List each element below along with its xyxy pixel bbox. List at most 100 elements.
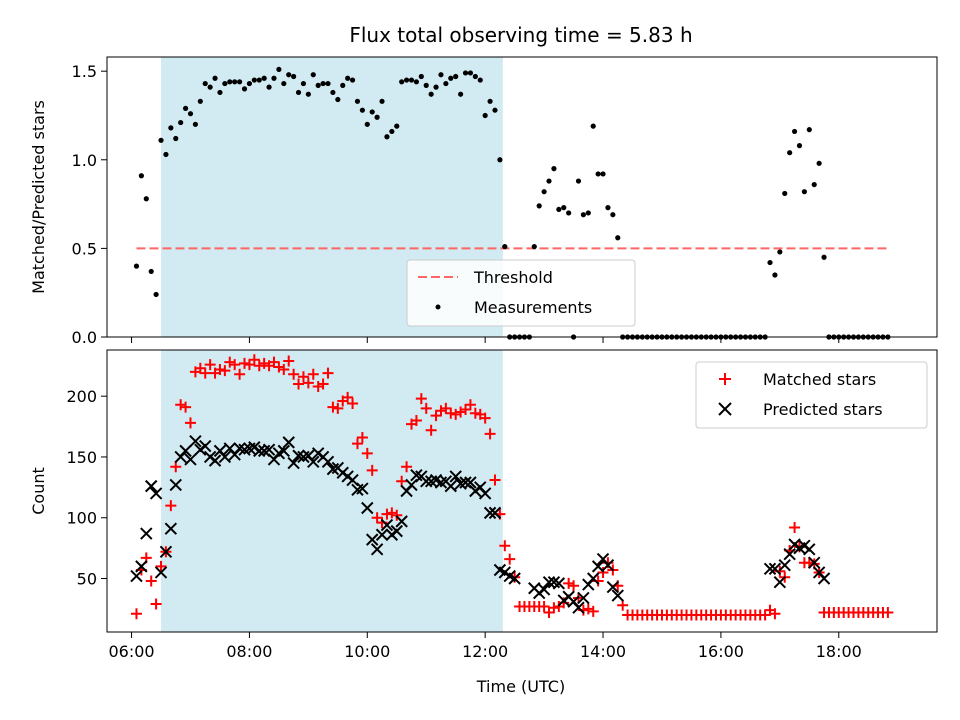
measurement-point <box>281 80 287 87</box>
x-tick-label: 14:00 <box>580 642 626 661</box>
predicted-star-point <box>773 575 787 589</box>
measurement-point <box>487 98 493 104</box>
predicted-star-point <box>149 487 163 500</box>
matched-star-point <box>268 356 280 368</box>
matched-star-point <box>455 406 467 418</box>
measurement-point <box>428 91 434 97</box>
count-plot-frame <box>106 349 938 633</box>
matched-star-point <box>479 412 491 424</box>
x-tick-label: 06:00 <box>109 642 155 661</box>
measurement-point <box>143 196 149 202</box>
count-x-ticks: 06:00 08:00 10:00 12:00 14:00 16:00 18:00 <box>109 632 862 661</box>
count-legend: Matched stars Predicted stars <box>695 361 928 429</box>
measurement-point <box>801 189 807 195</box>
predicted-star-point <box>253 444 266 458</box>
predicted-star-point <box>179 444 192 458</box>
predicted-star-point <box>380 518 394 532</box>
matched-star-point <box>430 410 442 422</box>
measurement-point <box>192 121 199 127</box>
measurement-point <box>222 80 228 87</box>
matched-star-point <box>317 378 329 390</box>
predicted-star-point <box>420 475 433 488</box>
matched-star-point <box>789 521 801 533</box>
predicted-star-point <box>307 455 320 469</box>
matched-star-point <box>425 424 437 436</box>
measurement-point <box>777 249 783 255</box>
legend-predicted-swatch <box>718 402 732 416</box>
measurement-point <box>610 212 616 218</box>
predicted-star-point <box>591 560 605 573</box>
measurement-point <box>315 82 321 88</box>
predicted-star-point <box>287 456 300 470</box>
matched-star-point <box>224 356 236 368</box>
matched-star-point <box>155 560 167 572</box>
measurement-point <box>138 173 144 179</box>
x-tick-label: 16:00 <box>698 642 744 661</box>
predicted-star-point <box>356 482 369 495</box>
matched-star-point <box>288 368 300 380</box>
measurement-point <box>320 80 326 87</box>
matched-star-point <box>273 361 285 373</box>
x-axis-label: Time (UTC) <box>476 677 565 696</box>
legend-threshold-label: Threshold <box>473 268 553 287</box>
matched-star-point <box>327 401 339 413</box>
predicted-star-point <box>208 454 222 467</box>
matched-star-point <box>543 607 555 619</box>
measurement-point <box>364 121 370 127</box>
measurement-point <box>217 89 223 96</box>
measurement-point <box>418 73 424 80</box>
matched-star-point <box>435 405 447 417</box>
predicted-star-point <box>488 506 502 520</box>
measurement-point <box>246 80 253 87</box>
measurement-point <box>531 244 537 250</box>
predicted-star-point <box>130 569 143 583</box>
predicted-star-point <box>464 476 477 489</box>
measurement-point <box>374 114 380 120</box>
measurement-point <box>325 80 331 87</box>
predicted-star-point <box>817 572 831 585</box>
predicted-star-point <box>763 562 777 576</box>
predicted-star-point <box>135 560 148 573</box>
measurement-point <box>286 72 292 78</box>
measurement-point <box>295 89 302 96</box>
measurement-point <box>467 70 474 76</box>
measurement-point <box>276 66 282 73</box>
predicted-star-point <box>184 453 197 466</box>
matched-star-point <box>219 365 231 377</box>
predicted-star-point <box>601 558 615 572</box>
predicted-star-point <box>542 575 556 589</box>
matched-star-point <box>150 598 162 610</box>
measurement-point <box>536 203 542 209</box>
measurement-point <box>227 79 233 85</box>
predicted-star-point <box>577 591 590 605</box>
measurement-point <box>433 84 439 90</box>
predicted-star-point <box>140 527 153 540</box>
predicted-star-point <box>262 443 276 456</box>
measurement-point <box>772 272 778 278</box>
measurement-point <box>453 73 459 80</box>
matched-star-point <box>194 362 206 374</box>
measurement-point <box>615 235 621 241</box>
measurement-point <box>541 189 547 195</box>
ratio-y-ticks: 0.0 0.5 1.0 1.5 <box>72 62 107 347</box>
predicted-star-points <box>130 434 831 614</box>
matched-star-point <box>253 360 265 372</box>
matched-star-point <box>401 461 413 473</box>
measurement-point <box>251 77 257 83</box>
matched-star-point <box>371 512 383 524</box>
predicted-star-point <box>321 455 335 469</box>
measurement-point <box>300 80 307 87</box>
y-tick-label: 50 <box>77 570 97 589</box>
measurement-point <box>389 128 395 135</box>
x-tick-label: 10:00 <box>344 642 390 661</box>
ratio-legend-box <box>406 259 636 327</box>
matched-star-point <box>184 417 196 429</box>
predicted-star-point <box>159 545 173 558</box>
measurement-point <box>266 84 272 90</box>
measurement-point <box>585 210 591 216</box>
count-panel: 50 100 150 200 06:00 08:00 10:00 12:00 14:00 16:… <box>29 349 938 696</box>
matched-star-point <box>297 371 309 383</box>
measurement-point <box>566 210 572 216</box>
matched-star-point <box>248 354 260 366</box>
